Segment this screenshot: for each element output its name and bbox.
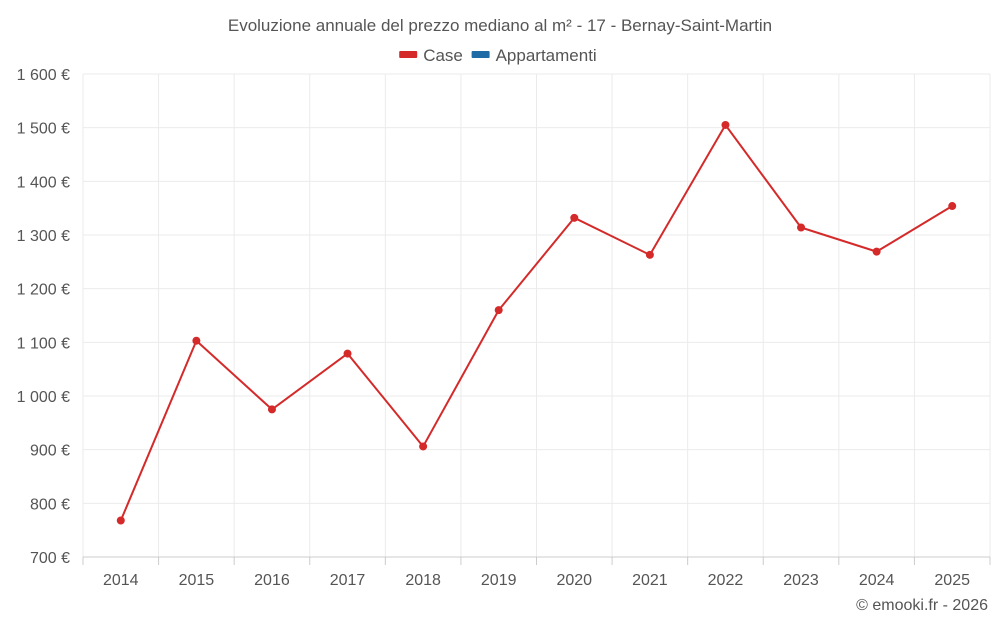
x-tick-label: 2022	[708, 572, 744, 589]
x-tick-label: 2025	[934, 572, 970, 589]
chart-title: Evoluzione annuale del prezzo mediano al…	[228, 16, 772, 35]
x-tick-label: 2016	[254, 572, 290, 589]
x-tick-label: 2024	[859, 572, 895, 589]
y-tick-label: 1 300 €	[17, 228, 70, 245]
x-tick-label: 2023	[783, 572, 819, 589]
legend-swatch	[399, 51, 418, 58]
y-tick-label: 1 000 €	[17, 389, 70, 406]
data-point[interactable]	[570, 213, 579, 222]
x-tick-label: 2019	[481, 572, 517, 589]
series-line-case	[119, 123, 953, 521]
data-point[interactable]	[343, 349, 352, 358]
x-tick-label: 2017	[330, 572, 366, 589]
data-point[interactable]	[721, 120, 730, 129]
x-tick-label: 2021	[632, 572, 668, 589]
y-tick-label: 1 200 €	[17, 282, 70, 299]
x-tick-label: 2020	[556, 572, 592, 589]
y-tick-label: 1 400 €	[17, 174, 70, 191]
data-point[interactable]	[116, 516, 125, 525]
y-tick-label: 1 100 €	[17, 335, 70, 352]
x-tick-label: 2015	[179, 572, 215, 589]
legend: Case Appartamenti	[399, 46, 597, 65]
y-tick-label: 1 600 €	[17, 67, 70, 84]
data-point[interactable]	[797, 223, 806, 232]
series-layer	[116, 120, 957, 525]
data-point[interactable]	[267, 405, 276, 414]
credit-text: © emooki.fr - 2026	[856, 597, 988, 614]
legend-label: Appartamenti	[496, 46, 597, 65]
x-tick-label: 2018	[405, 572, 441, 589]
y-tick-label: 800 €	[30, 496, 70, 513]
x-axis-ticks: 2014 2015 2016 2017 2018 2019 2020 2021 2022 2023…	[82, 557, 991, 589]
y-tick-label: 900 €	[30, 443, 70, 460]
y-tick-label: 1 500 €	[17, 121, 70, 138]
x-tick-label: 2014	[103, 572, 139, 589]
y-axis-ticks: 700 € 800 € 900 € 1 000 € 1 100 € 1 200 € 1 30…	[17, 67, 70, 567]
gridlines	[82, 73, 991, 557]
legend-swatch	[471, 51, 490, 58]
data-point[interactable]	[948, 202, 957, 211]
y-tick-label: 700 €	[30, 550, 70, 567]
legend-label: Case	[423, 46, 463, 65]
data-point[interactable]	[494, 306, 503, 315]
legend-item-case[interactable]: Case	[399, 46, 463, 65]
legend-item-appartamenti[interactable]: Appartamenti	[471, 46, 597, 65]
data-point[interactable]	[419, 442, 428, 451]
data-point[interactable]	[872, 247, 881, 256]
data-point[interactable]	[645, 250, 654, 259]
data-point[interactable]	[192, 336, 201, 345]
